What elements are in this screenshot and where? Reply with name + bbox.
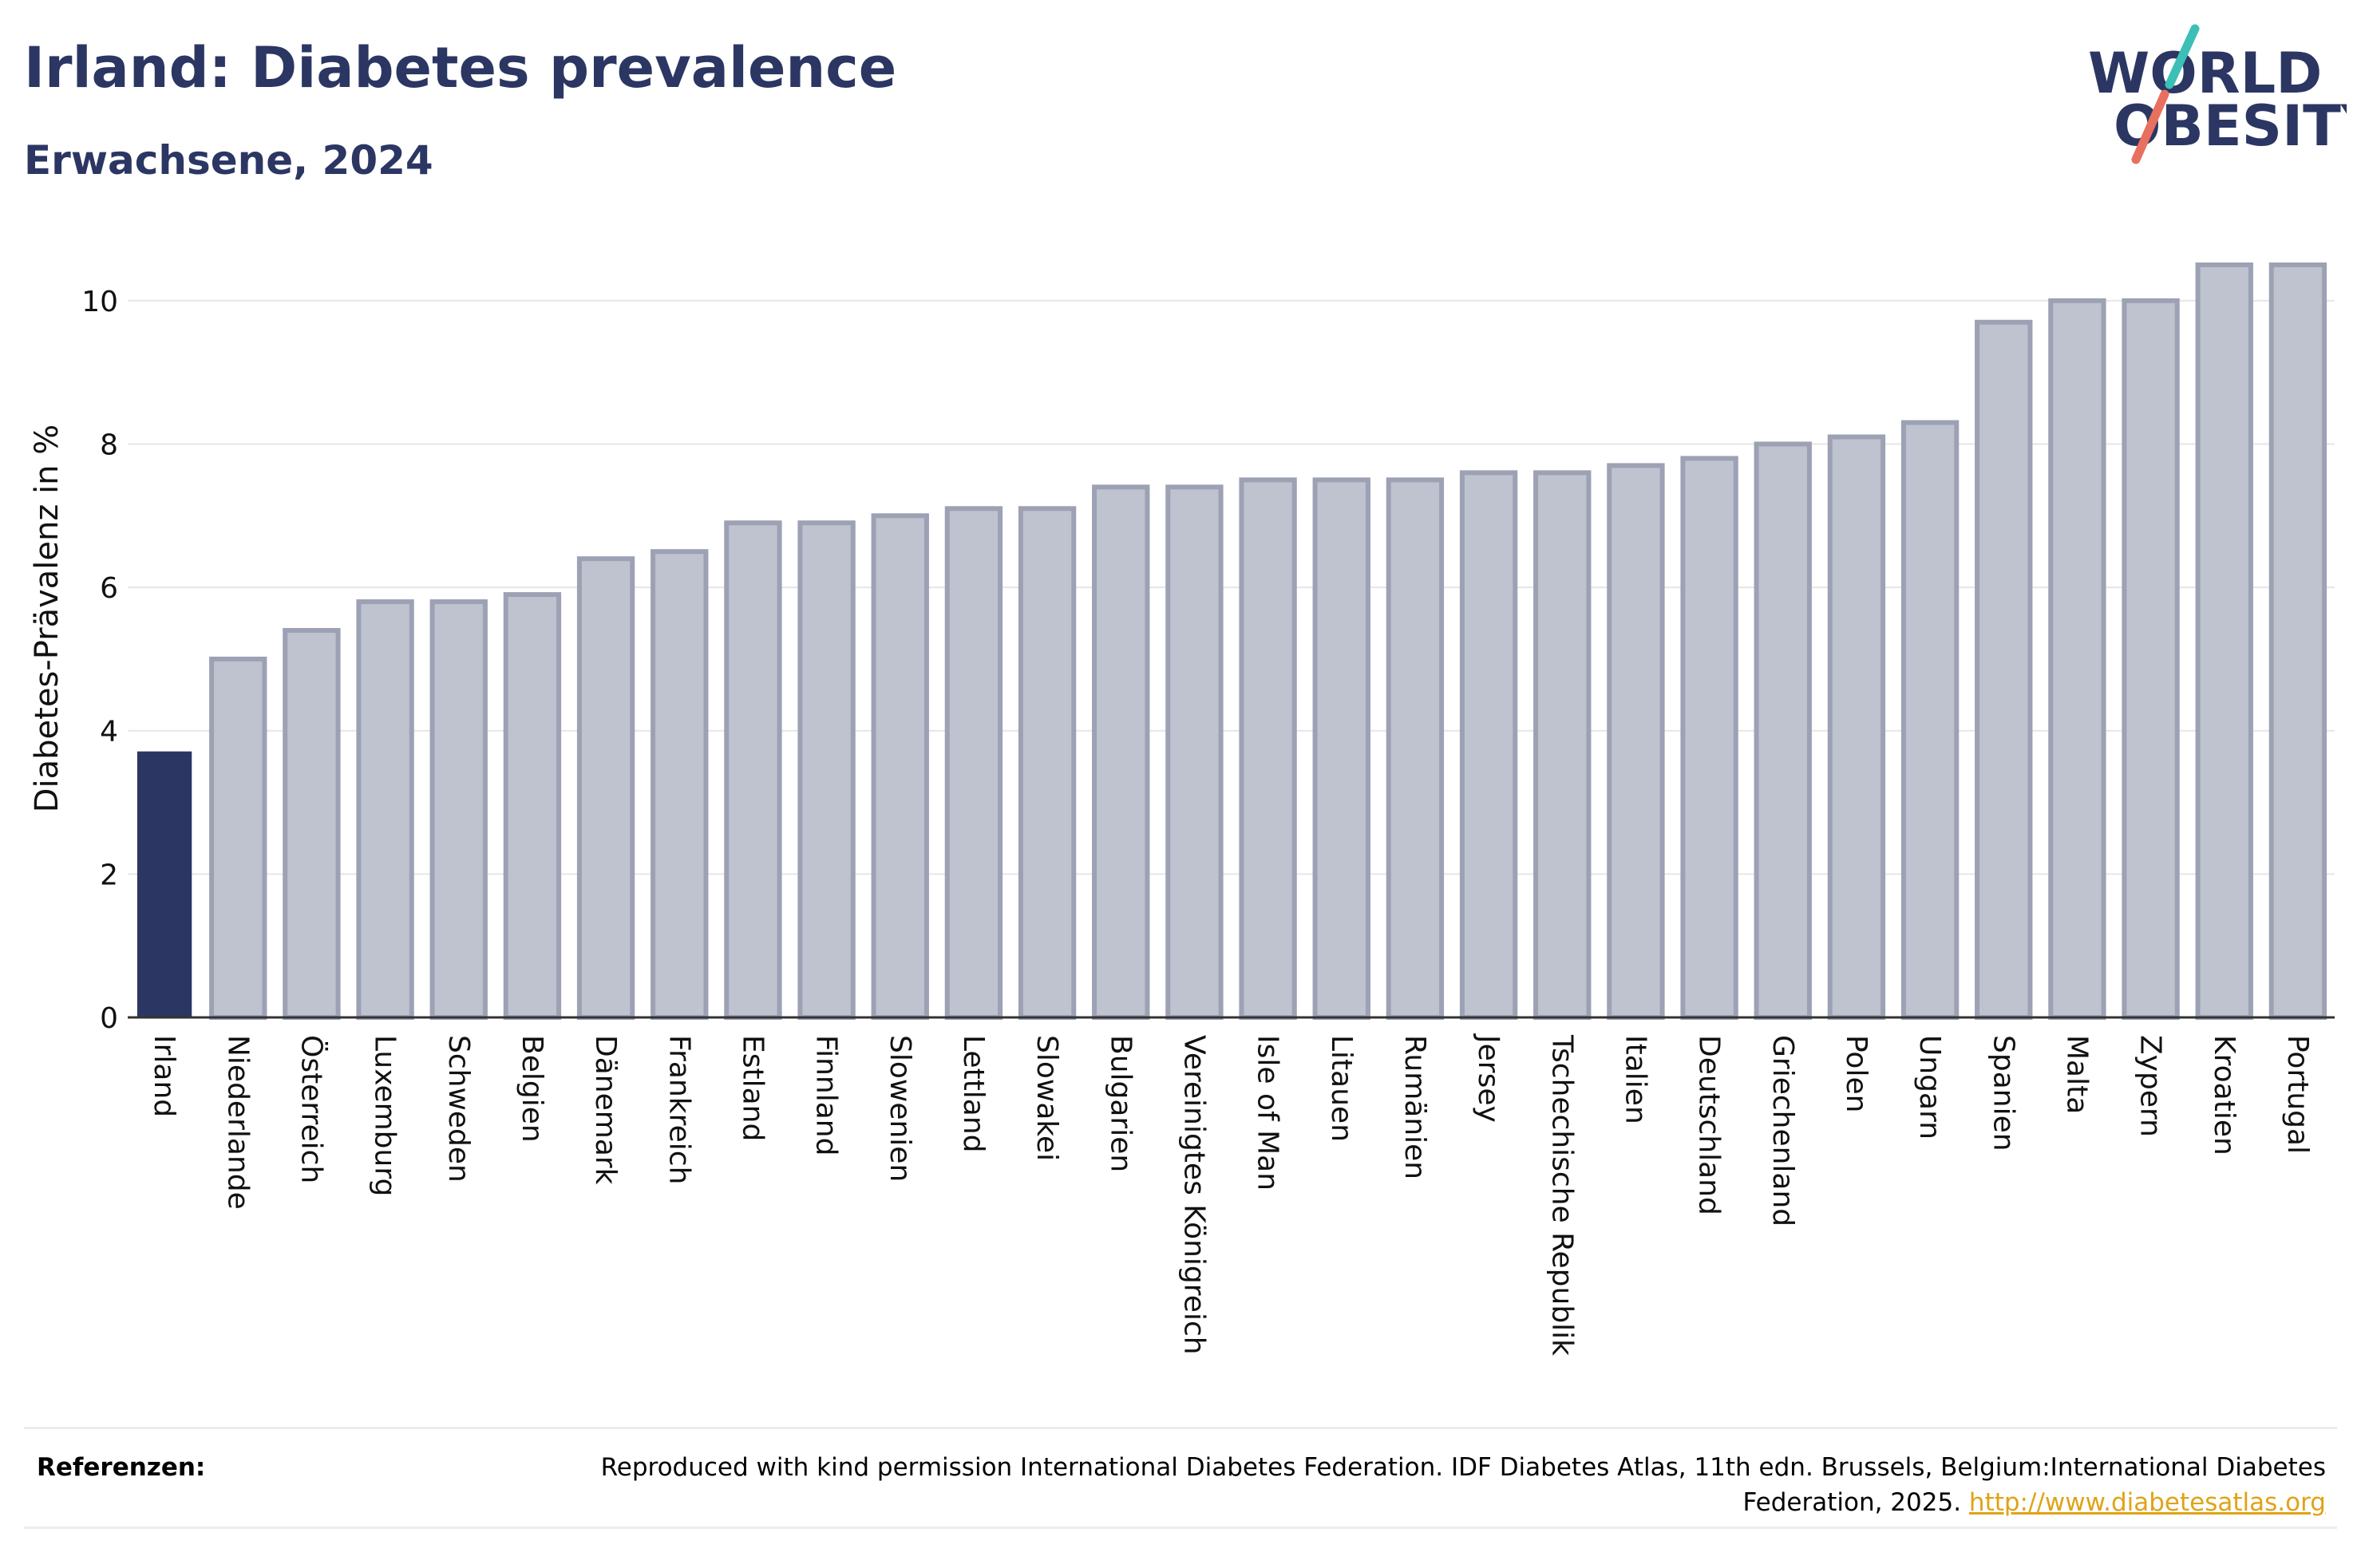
x-tick-label: Schweden: [442, 1035, 475, 1183]
references-citation: Reproduced with kind permission Internat…: [600, 1453, 2326, 1517]
chart-subtitle: Erwachsene, 2024: [24, 137, 433, 184]
y-tick-label: 4: [100, 716, 118, 748]
bar-jersey[interactable]: [1459, 470, 1518, 1020]
bar-griechenland[interactable]: [1754, 441, 1812, 1020]
bar-frankreich[interactable]: [651, 549, 709, 1020]
y-tick-labels: 0 2 4 6 8 10: [81, 286, 118, 1035]
x-tick-label: Griechenland: [1766, 1035, 1799, 1226]
y-tick-label: 10: [81, 286, 118, 318]
x-tick-label: Frankreich: [662, 1035, 695, 1184]
bar-dänemark[interactable]: [576, 556, 635, 1020]
chart-title: Irland: Diabetes prevalence: [24, 35, 897, 101]
logo-word-world: WORLD: [2088, 41, 2322, 106]
x-tick-label: Niederlande: [221, 1035, 254, 1210]
x-tick-label: Vereinigtes Königreich: [1177, 1035, 1210, 1355]
logo-slash-coral: [2131, 89, 2169, 164]
y-tick-label: 2: [100, 859, 118, 891]
x-tick-label: Isle of Man: [1252, 1035, 1284, 1191]
references-link[interactable]: http://www.diabetesatlas.org: [1968, 1488, 2326, 1517]
x-tick-label: Spanien: [1987, 1035, 2019, 1151]
bar-niederlande[interactable]: [209, 656, 267, 1021]
bars: [136, 262, 2327, 1021]
bar-portugal[interactable]: [2268, 262, 2327, 1020]
bar-deutschland[interactable]: [1680, 456, 1738, 1020]
y-tick-label: 8: [100, 429, 118, 461]
bar-chart: 0 2 4 6 8 10 Irland Niederlande Österreich Luxem…: [29, 262, 2335, 1356]
bar-belgien[interactable]: [503, 592, 562, 1020]
bar-spanien[interactable]: [1975, 319, 2033, 1021]
y-tick-label: 6: [100, 572, 118, 605]
x-tick-label: Jersey: [1472, 1033, 1505, 1123]
bar-irland[interactable]: [136, 751, 192, 1018]
bar-polen[interactable]: [1827, 434, 1886, 1020]
bar-tschechische-republik[interactable]: [1533, 470, 1592, 1020]
x-tick-label: Kroatien: [2208, 1035, 2240, 1155]
bar-zypern[interactable]: [2122, 298, 2180, 1020]
y-tick-label: 0: [100, 1002, 118, 1035]
bar-rumänien[interactable]: [1386, 477, 1445, 1020]
bar-estland[interactable]: [724, 520, 782, 1020]
x-tick-label: Slowenien: [884, 1035, 916, 1182]
bar-schweden[interactable]: [429, 599, 488, 1020]
x-tick-label: Rumänien: [1398, 1035, 1431, 1179]
bar-litauen[interactable]: [1312, 477, 1370, 1020]
bar-lettland[interactable]: [944, 506, 1003, 1020]
x-tick-label: Slowakei: [1030, 1035, 1063, 1161]
x-tick-label: Estland: [736, 1035, 769, 1141]
x-tick-label: Zypern: [2134, 1035, 2167, 1137]
references-box: Referenzen: Reproduced with kind permiss…: [24, 1427, 2337, 1529]
y-axis-label: Diabetes-Prävalenz in %: [29, 425, 65, 813]
bar-vereinigtes-königreich[interactable]: [1165, 484, 1224, 1020]
x-tick-label: Italien: [1619, 1035, 1651, 1124]
x-tick-label: Österreich: [295, 1035, 328, 1183]
bar-italien[interactable]: [1607, 463, 1665, 1020]
bar-finnland[interactable]: [797, 520, 856, 1020]
bar-slowakei[interactable]: [1018, 506, 1077, 1020]
bar-österreich[interactable]: [283, 627, 341, 1020]
bar-slowenien[interactable]: [871, 513, 929, 1020]
bar-bulgarien[interactable]: [1092, 484, 1150, 1020]
bar-kroatien[interactable]: [2195, 262, 2253, 1020]
x-tick-label: Dänemark: [589, 1035, 622, 1185]
x-tick-label: Finnland: [810, 1035, 843, 1155]
x-tick-label: Deutschland: [1693, 1035, 1726, 1215]
x-tick-label: Malta: [2060, 1035, 2093, 1114]
x-tick-label: Belgien: [516, 1035, 548, 1143]
x-tick-label: Portugal: [2281, 1035, 2314, 1154]
x-tick-label: Tschechische Republik: [1545, 1034, 1578, 1356]
x-tick-labels: Irland Niederlande Österreich Luxemburg Schw…: [148, 1033, 2314, 1356]
bar-ungarn[interactable]: [1900, 420, 1960, 1020]
x-tick-label: Lettland: [957, 1035, 990, 1153]
x-tick-label: Bulgarien: [1104, 1035, 1137, 1172]
references-text: Reproduced with kind permission Internat…: [570, 1450, 2326, 1520]
x-tick-label: Polen: [1840, 1035, 1873, 1112]
x-tick-label: Irland: [148, 1035, 180, 1117]
x-tick-label: Luxemburg: [369, 1035, 401, 1196]
x-tick-label: Ungarn: [1913, 1035, 1946, 1139]
bar-luxemburg[interactable]: [356, 599, 414, 1020]
world-obesity-logo: WORLD OBESITY: [2088, 24, 2347, 164]
bar-malta[interactable]: [2048, 298, 2106, 1020]
references-label: Referenzen:: [37, 1453, 206, 1482]
bar-isle-of-man[interactable]: [1239, 477, 1297, 1020]
x-tick-label: Litauen: [1325, 1035, 1358, 1142]
logo-slash-teal: [2165, 24, 2200, 89]
